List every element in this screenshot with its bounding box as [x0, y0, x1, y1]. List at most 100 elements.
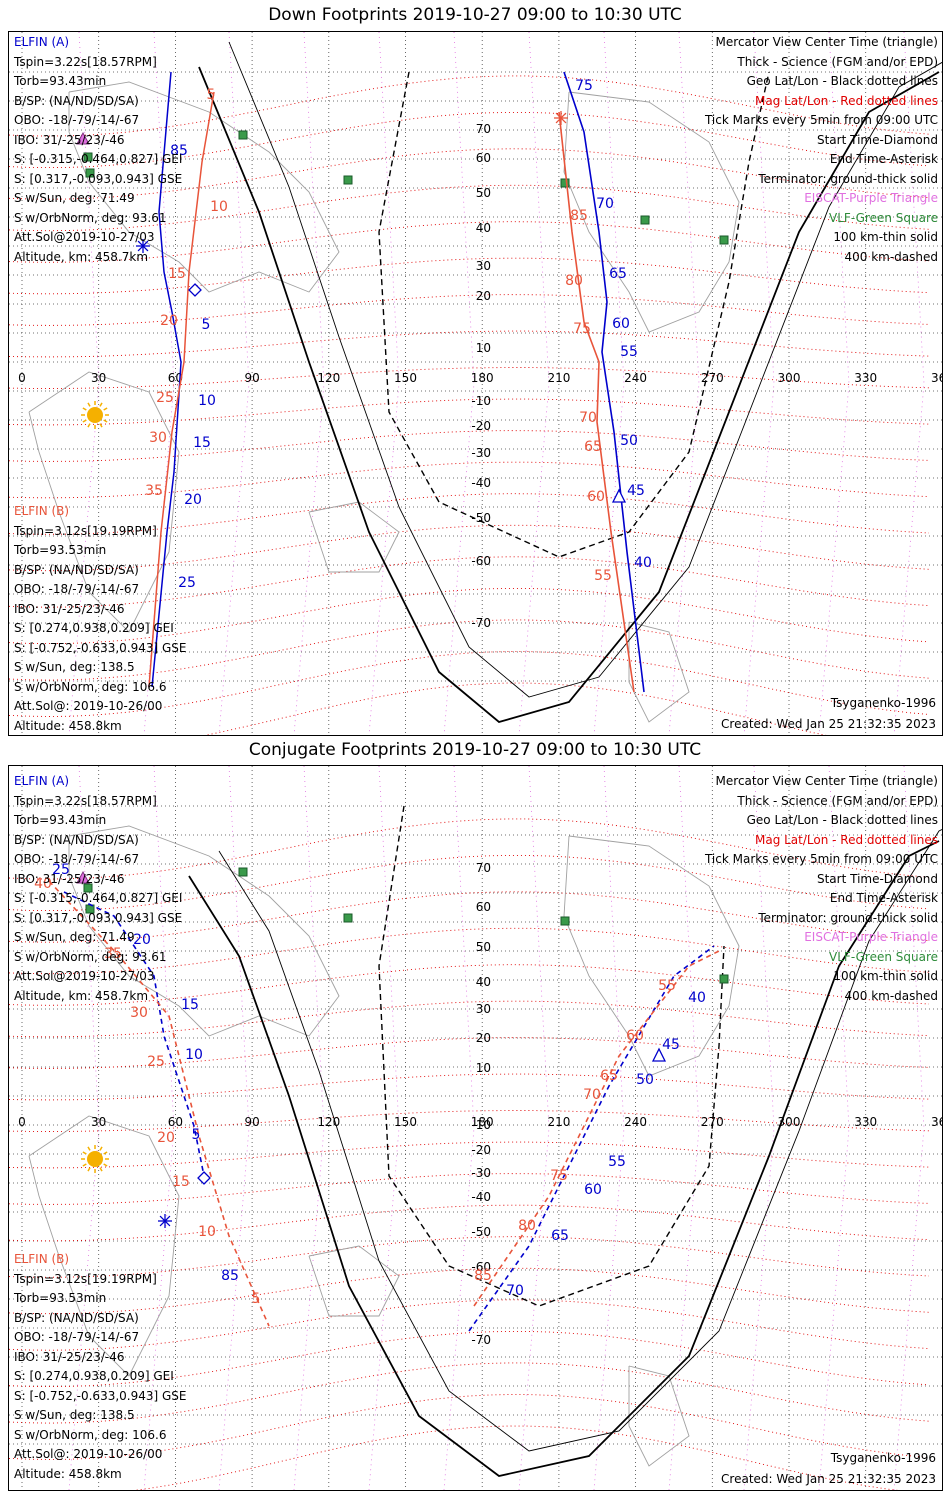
elfin-a-time-label: 15 [181, 997, 199, 1013]
center-time-triangle [611, 488, 627, 503]
info-line: Tspin=3.12s[19.19RPM] [14, 523, 157, 538]
lat-tick-label: 20 [476, 289, 491, 303]
created-label: Created: Wed Jan 25 21:32:35 2023 [721, 717, 936, 731]
info-line: S w/Sun, deg: 71.49 [14, 191, 135, 205]
lat-tick-label: -60 [471, 1260, 491, 1274]
elfin-a-time-label: 45 [627, 483, 645, 499]
map-canvas[interactable]: 0 30 60 90 120 150 180 210 240 270 300 330 360 70 60 50… [9, 32, 942, 735]
coastline [308, 501, 400, 573]
elfin-a-time-label: 60 [584, 1182, 602, 1198]
info-line: IBO: 31/-25/23/-46 [14, 132, 125, 147]
elfin-a-time-label: 20 [184, 492, 202, 508]
mag-meridian-line [893, 766, 925, 1490]
elfin-b-time-label: 60 [587, 489, 605, 505]
info-line: S w/Sun, deg: 71.49 [14, 930, 135, 944]
lon-tick-label: 210 [547, 1115, 570, 1129]
info-line: Altitude, km: 458.7km [14, 249, 149, 264]
sun-ray [103, 419, 108, 423]
elfin-a-label: ELFIN (A) [14, 35, 70, 49]
vlf-station-square [85, 168, 95, 178]
mag-meridian-line [443, 766, 475, 1490]
lon-tick-label: 270 [701, 371, 724, 385]
elfin-b-time-label: 30 [130, 1005, 148, 1021]
info-line: Torb=93.53min [14, 1291, 107, 1305]
sun-ray [99, 402, 103, 407]
elfin-a-time-label: 70 [506, 1283, 524, 1299]
lon-tick-label: 240 [624, 371, 647, 385]
lon-tick-label: 360 [931, 1115, 942, 1129]
lon-tick-label: 30 [91, 371, 106, 385]
lon-tick-label: 180 [471, 371, 494, 385]
terminator-400km [378, 71, 770, 558]
terminator-ground [188, 840, 940, 1477]
legend-item: Mag Lat/Lon - Red dotted lines [754, 93, 938, 108]
mag-latitude-line [9, 430, 930, 462]
eiscat-triangle [76, 131, 90, 145]
elfin-b-label: ELFIN (B) [14, 504, 70, 518]
mag-meridian-line [218, 766, 250, 1490]
conjugate-footprints-title: Conjugate Footprints 2019-10-27 09:00 to… [248, 740, 702, 760]
mag-latitude-line [9, 148, 930, 200]
legend-item: 400 km-dashed [844, 249, 938, 264]
elfin-a-time-label: 5 [192, 1127, 201, 1143]
legend-item: End Time-Asterisk [829, 891, 938, 905]
mag-latitude-line [9, 1073, 930, 1101]
coastline [628, 1365, 690, 1467]
info-line: Tspin=3.12s[19.19RPM] [14, 1271, 157, 1286]
info-line: Att.Sol@2019-10-27/03 [14, 969, 155, 983]
coastline [563, 91, 740, 333]
sun-icon [87, 1151, 103, 1167]
info-line: Altitude: 458.8km [14, 718, 122, 733]
map-legend: Mercator View Center Time (triangle) Thi… [705, 33, 938, 267]
lat-tick-label: 70 [476, 122, 491, 136]
mag-meridian-line [668, 32, 700, 735]
vlf-station-square [343, 913, 353, 923]
lat-tick-label: -70 [471, 1333, 491, 1347]
sun-ray [103, 1163, 108, 1167]
lat-tick-label: 40 [476, 221, 491, 235]
elfin-a-time-label: 70 [596, 196, 614, 212]
coastline [308, 1245, 400, 1317]
lat-tick-label: -50 [471, 1225, 491, 1239]
info-line: B/SP: (NA/ND/SD/SA) [14, 93, 139, 108]
conjugate-footprints-map[interactable]: 0 30 60 90 120 150 180 210 240 270 300 330 360 70 60 50… [8, 765, 943, 1491]
elfin-b-time-label: 20 [157, 1130, 175, 1146]
elfin-a-time-label: 10 [198, 393, 216, 409]
lat-tick-label: 30 [476, 259, 491, 273]
down-footprints-map[interactable]: 0 30 60 90 120 150 180 210 240 270 300 330 360 70 60 50… [8, 31, 943, 736]
info-line: OBO: -18/-79/-14/-67 [14, 1330, 140, 1344]
lat-tick-label: 40 [476, 975, 491, 989]
lat-tick-label: 50 [476, 186, 491, 200]
model-label: Tsyganenko-1996 [830, 1451, 936, 1465]
elfin-a-time-label: 85 [170, 143, 188, 159]
mag-latitude-line [9, 1362, 930, 1424]
map-canvas[interactable]: 0 30 60 90 120 150 180 210 240 270 300 330 360 70 60 50… [9, 766, 942, 1490]
legend-item: Geo Lat/Lon - Black dotted lines [746, 74, 938, 88]
info-line: S: [-0.752,-0.633,0.943] GSE [14, 1388, 187, 1403]
info-line: Att.Sol@: 2019-10-26/00 [14, 699, 163, 713]
elfin-b-time-label: 80 [518, 1218, 536, 1234]
info-line: Tspin=3.22s[18.57RPM] [14, 793, 157, 808]
terminator-100km [218, 828, 942, 1452]
terminator-100km [228, 41, 942, 698]
elfin-b-time-label: 10 [210, 199, 228, 215]
info-line: Torb=93.43min [14, 813, 107, 827]
elfin-a-label: ELFIN (A) [14, 774, 70, 788]
legend-item: Mercator View Center Time (triangle) [715, 774, 938, 788]
elfin-a-time-label: 60 [612, 316, 630, 332]
elfin-b-time-label: 25 [156, 390, 174, 406]
elfin-a-track [63, 891, 205, 1177]
vlf-station-square [560, 916, 570, 926]
mag-latitude-line [9, 1141, 930, 1169]
elfin-b-time-label: 20 [160, 313, 178, 329]
lon-tick-label: 90 [244, 371, 259, 385]
lat-tick-label: 10 [476, 341, 491, 355]
info-line: S w/OrbNorm, deg: 106.6 [14, 679, 167, 694]
coastline [68, 825, 340, 1037]
lon-tick-label: 60 [168, 1115, 183, 1129]
elfin-b-info: ELFIN (B) Tspin=3.12s[19.19RPM] Torb=93.… [14, 502, 187, 735]
elfin-a-time-label: 5 [202, 317, 211, 333]
info-line: B/SP: (NA/ND/SD/SA) [14, 832, 139, 847]
terminator-ground [198, 66, 940, 723]
lon-tick-label: 150 [394, 371, 417, 385]
